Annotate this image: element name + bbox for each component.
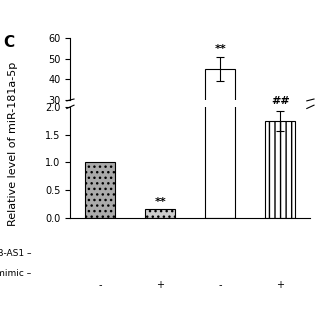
Text: **: ** (214, 44, 226, 54)
Text: -: - (99, 319, 102, 320)
Bar (265, 121, 295, 218)
Text: +: + (156, 280, 164, 290)
Text: C: C (3, 35, 14, 50)
Text: +: + (216, 319, 224, 320)
Bar (205, 69, 236, 162)
Text: -: - (99, 280, 102, 290)
Text: **: ** (155, 197, 166, 207)
Text: miR-181a mimic –: miR-181a mimic – (0, 268, 31, 277)
Bar (85, 159, 116, 162)
Bar (85, 162, 116, 218)
Bar (205, 0, 236, 218)
Text: -: - (219, 280, 222, 290)
Text: +: + (276, 280, 284, 290)
Text: -: - (159, 319, 162, 320)
Bar (265, 158, 295, 162)
Bar (145, 209, 175, 218)
Text: Ad-CDKN2B-AS1 –: Ad-CDKN2B-AS1 – (0, 249, 31, 258)
Text: +: + (276, 319, 284, 320)
Text: ##: ## (271, 96, 290, 106)
Text: Relative level of miR-181a-5p: Relative level of miR-181a-5p (8, 62, 18, 226)
